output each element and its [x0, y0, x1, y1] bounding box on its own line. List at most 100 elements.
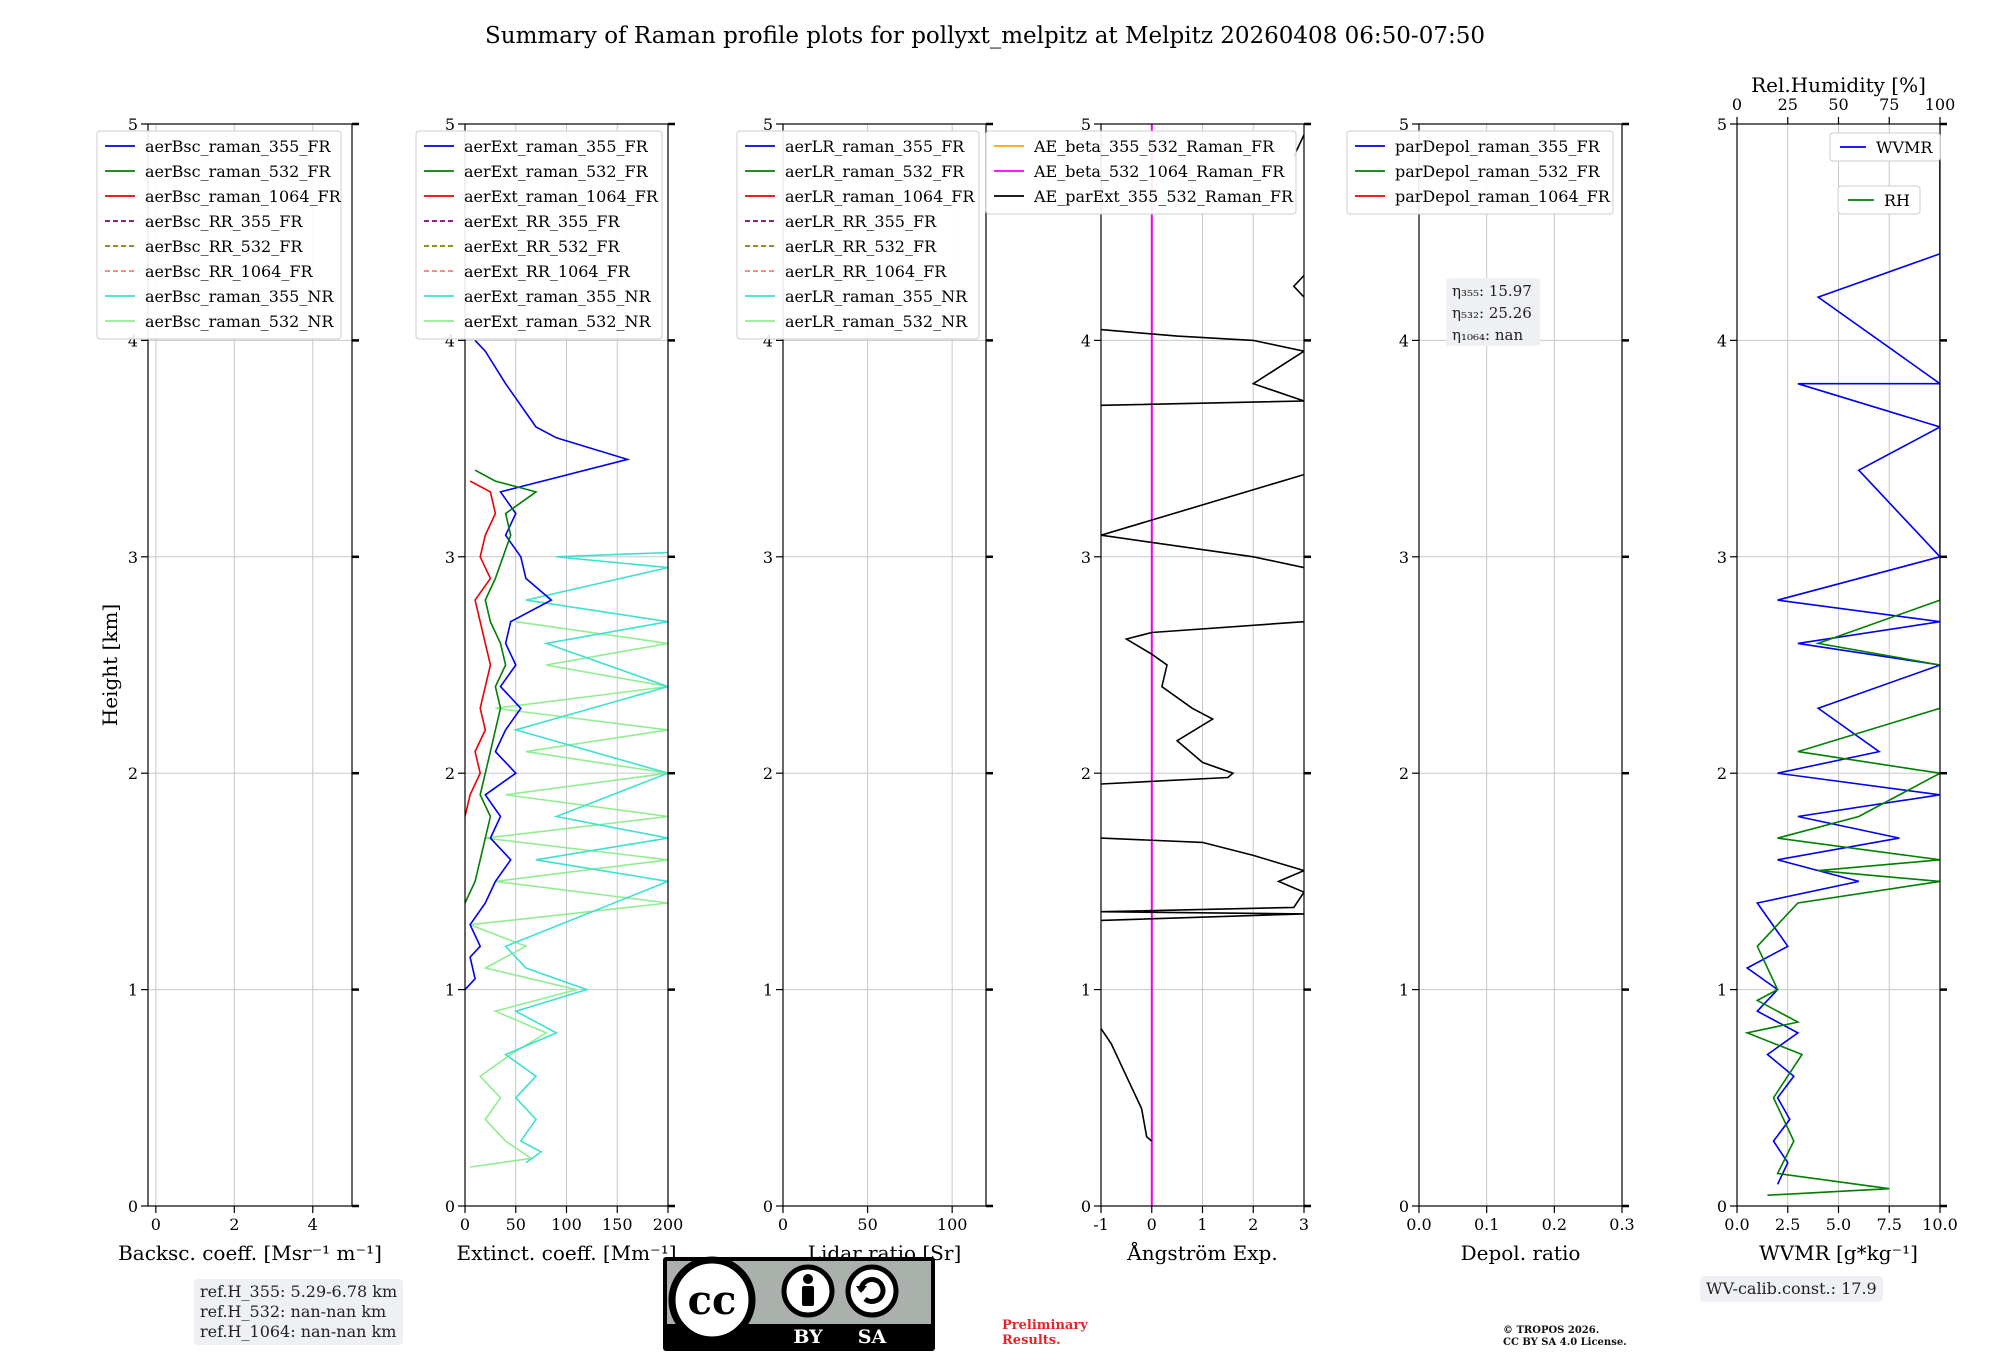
series-line-AE_parExt_355_532_Raman_FR	[1101, 837, 1304, 922]
x-tick-label: 2.5	[1775, 1215, 1800, 1234]
legend-label: AE_beta_355_532_Raman_FR	[1033, 137, 1275, 156]
y-tick-label: 5	[1081, 115, 1091, 134]
legend-rh: RH	[1837, 185, 1921, 215]
legend-label: aerExt_raman_532_NR	[464, 312, 652, 331]
cc-logo-text: cc	[688, 1277, 737, 1324]
legend: aerLR_raman_355_FR aerLR_raman_532_FR aerL…	[736, 130, 980, 340]
x-axis-label: Backsc. coeff. [Msr⁻¹ m⁻¹]	[118, 1241, 382, 1265]
series-line-aerExt_raman_532_NR	[469, 620, 668, 1168]
eta-355: η₃₅₅: 15.97	[1452, 282, 1532, 300]
legend: aerBsc_raman_355_FR aerBsc_raman_532_FRae…	[96, 130, 342, 340]
y-tick-label: 5	[128, 115, 138, 134]
panel-bsc: 0 1 2 3 4 5 0 2 4 Backsc. coeff. [Msr⁻¹ m⁻¹] Heigh…	[96, 115, 382, 1265]
y-tick-label: 1	[763, 981, 773, 1000]
legend-label: aerBsc_RR_532_FR	[145, 237, 303, 256]
legend-label: aerExt_raman_355_FR	[464, 137, 649, 156]
prelim-line-2: Results.	[1002, 1333, 1061, 1348]
legend-label: aerLR_RR_355_FR	[785, 212, 937, 231]
y-tick-label: 2	[445, 764, 455, 783]
x-tick-label: -1	[1093, 1215, 1109, 1234]
copyright-line-1: © TROPOS 2026.	[1503, 1325, 1600, 1336]
x-tick-label: 0.0	[1724, 1215, 1749, 1234]
legend: parDepol_raman_355_FR parDepol_raman_532_…	[1346, 130, 1614, 215]
y-tick-label: 3	[128, 548, 138, 567]
legend-label: aerLR_RR_532_FR	[785, 237, 937, 256]
series-line-AE_parExt_355_532_Raman_FR	[1101, 473, 1304, 569]
y-tick-label: 2	[763, 764, 773, 783]
legend-label: aerBsc_raman_355_FR	[145, 137, 331, 156]
x-tick-label: 0.0	[1406, 1215, 1431, 1234]
ref-height-355: ref.H_355: 5.29-6.78 km	[200, 1282, 398, 1301]
legend-label: aerExt_raman_532_FR	[464, 162, 649, 181]
x-tick-label: 100	[551, 1215, 582, 1234]
x-tick-label: 200	[653, 1215, 684, 1234]
x-tick-label: 10.0	[1922, 1215, 1958, 1234]
series-line-AE_parExt_355_532_Raman_FR	[1292, 274, 1304, 298]
axes-frame	[782, 123, 987, 1207]
x2-tick-label: 50	[1828, 95, 1848, 114]
series-line-aerExt_raman_1064_FR	[465, 480, 497, 817]
x-tick-label: 2	[229, 1215, 239, 1234]
legend-label: aerExt_RR_532_FR	[464, 237, 621, 256]
x-tick-label: 50	[857, 1215, 877, 1234]
ref-height-1064: ref.H_1064: nan-nan km	[200, 1322, 397, 1341]
y-tick-label: 2	[1717, 764, 1727, 783]
series-line-AE_parExt_355_532_Raman_FR	[1101, 1028, 1153, 1142]
axes-frame	[147, 123, 353, 1207]
series-line-aerExt_raman_532_FR	[465, 469, 538, 904]
series-group	[1744, 145, 1940, 1196]
y-tick-label: 5	[763, 115, 773, 134]
x-tick-label: 4	[308, 1215, 318, 1234]
legend-label: parDepol_raman_355_FR	[1395, 137, 1601, 156]
x2-tick-label: 25	[1778, 95, 1798, 114]
cc-by-text: BY	[793, 1326, 823, 1348]
legend-label: aerLR_raman_1064_FR	[785, 187, 975, 206]
series-line-RH	[1744, 145, 1940, 1196]
eta-1064: η₁₀₆₄: nan	[1452, 326, 1523, 344]
legend-box	[736, 130, 980, 340]
figure-title: Summary of Raman profile plots for polly…	[485, 23, 1485, 49]
x-tick-label: 50	[506, 1215, 526, 1234]
legend: aerExt_raman_355_FR aerExt_raman_532_FRae…	[415, 130, 663, 340]
series-line-aerExt_raman_355_FR	[465, 339, 631, 991]
cc-by-sa-badge[interactable]: cc BY SA	[663, 1256, 935, 1351]
ref-height-532: ref.H_532: nan-nan km	[200, 1302, 387, 1321]
series-line-AE_parExt_355_532_Raman_FR	[1101, 328, 1304, 407]
copyright-line-2: CC BY SA 4.0 License.	[1503, 1337, 1627, 1348]
legend-label: aerExt_raman_355_NR	[464, 287, 652, 306]
legend-box	[1346, 130, 1614, 215]
y-tick-label: 0	[763, 1197, 773, 1216]
y-tick-label: 4	[1717, 331, 1727, 350]
series-line-WVMR	[1745, 145, 1940, 1185]
legend-label: AE_parExt_355_532_Raman_FR	[1033, 187, 1294, 206]
reference-height-box: ref.H_355: 5.29-6.78 km ref.H_532: nan-n…	[194, 1279, 404, 1345]
eta-annotation: η₃₅₅: 15.97 η₅₃₂: 25.26 η₁₀₆₄: nan	[1446, 278, 1540, 346]
x-tick-label: 0	[778, 1215, 788, 1234]
x-tick-label: 3	[1299, 1215, 1309, 1234]
y-tick-label: 5	[1717, 115, 1727, 134]
y-tick-label: 2	[128, 764, 138, 783]
legend-label: aerLR_raman_532_NR	[785, 312, 968, 331]
y-tick-label: 1	[1399, 981, 1409, 1000]
cc-sa-text: SA	[858, 1326, 887, 1348]
x-tick-label: 0	[151, 1215, 161, 1234]
y-tick-label: 0	[1399, 1197, 1409, 1216]
y-tick-label: 0	[445, 1197, 455, 1216]
prelim-line-1: Preliminary	[1002, 1318, 1088, 1333]
y-tick-label: 1	[445, 981, 455, 1000]
y-tick-label: 0	[1717, 1197, 1727, 1216]
y-tick-label: 5	[445, 115, 455, 134]
legend-box	[1829, 132, 1941, 162]
x-tick-label: 7.5	[1877, 1215, 1902, 1234]
legend-label: parDepol_raman_1064_FR	[1395, 187, 1611, 206]
legend-label: aerBsc_raman_355_NR	[145, 287, 334, 306]
x-tick-label: 150	[602, 1215, 633, 1234]
x-tick-label: 0.3	[1609, 1215, 1634, 1234]
legend-box	[96, 130, 342, 340]
y-tick-label: 2	[1399, 764, 1409, 783]
y-tick-label: 5	[1399, 115, 1409, 134]
y-tick-label: 1	[128, 981, 138, 1000]
